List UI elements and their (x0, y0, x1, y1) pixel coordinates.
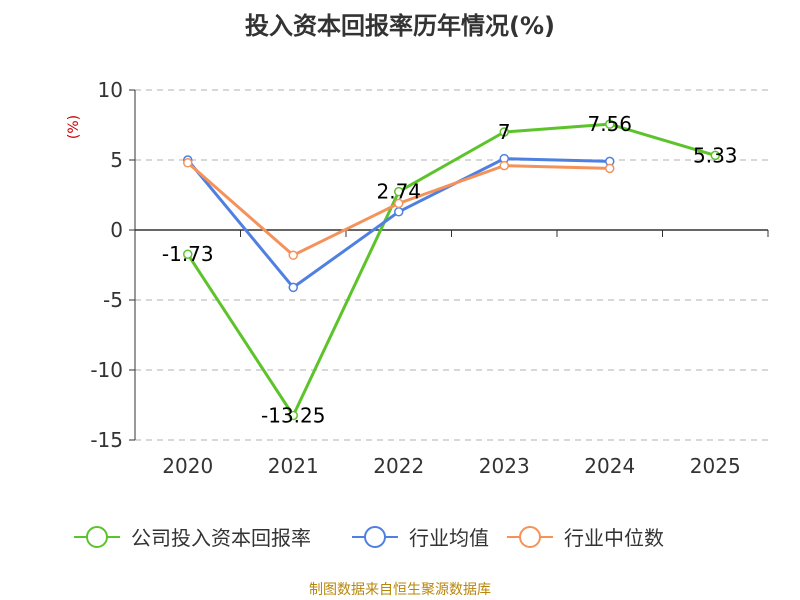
x-tick-label: 2020 (162, 454, 213, 478)
series-line-1 (186, 157, 610, 289)
data-point (183, 249, 193, 259)
x-tick-label: 2023 (479, 454, 530, 478)
series-line-0 (186, 122, 716, 417)
data-point (710, 150, 720, 161)
y-tick-label: 5 (110, 148, 123, 172)
legend-swatch-marker (364, 526, 386, 548)
y-tick-label: 10 (98, 78, 123, 102)
legend-swatch-marker (519, 526, 541, 548)
y-tick-label: 0 (110, 218, 123, 242)
source-note: 制图数据来自恒生聚源数据库 (309, 582, 491, 598)
data-point (394, 186, 404, 197)
data-label: 5.33 (693, 143, 738, 167)
legend-label: 行业均值 (409, 526, 489, 550)
legend-swatch-marker (86, 526, 108, 548)
series-lines (183, 119, 720, 421)
data-label: 2.74 (376, 180, 421, 204)
data-label: -13.25 (261, 404, 325, 428)
data-point (499, 160, 509, 171)
x-tick-label: 2022 (373, 454, 424, 478)
x-tick-label: 2024 (584, 454, 635, 478)
data-label: -1.73 (162, 242, 214, 266)
data-point (499, 127, 509, 137)
data-point (394, 207, 404, 217)
data-label: 7.56 (587, 112, 632, 136)
legend-label: 公司投入资本回报率 (131, 526, 311, 550)
data-label: 7 (498, 120, 511, 144)
data-point (288, 282, 298, 293)
y-tick-label: -10 (90, 358, 123, 382)
x-tick-label: 2021 (268, 454, 319, 478)
data-point (288, 410, 298, 421)
data-point (183, 158, 193, 168)
legend: 公司投入资本回报率 行业均值 行业中位数 (74, 526, 664, 550)
data-point (288, 250, 298, 260)
data-labels: -1.73 -13.25 2.74 7 7.56 5.33 (162, 112, 738, 427)
y-tick-label: -5 (103, 288, 123, 312)
y-axis-unit: (%) (66, 115, 82, 139)
data-point (605, 119, 615, 129)
legend-label: 行业中位数 (564, 526, 664, 550)
chart-title: 投入资本回报率历年情况(%) (245, 12, 555, 40)
data-point (394, 198, 404, 209)
y-tick-label: -15 (90, 428, 123, 452)
axes: 10 5 0 -5 -10 -15 2020 2021 2022 2023 2024 2025 (%) (66, 78, 769, 478)
x-tick-label: 2025 (690, 454, 741, 478)
data-point (605, 163, 615, 174)
